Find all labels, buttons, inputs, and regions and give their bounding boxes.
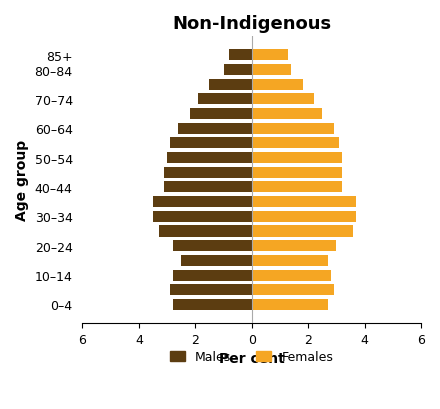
X-axis label: Per cent: Per cent xyxy=(219,351,285,365)
Bar xyxy=(178,124,252,135)
Bar xyxy=(252,255,328,266)
Bar xyxy=(164,182,252,193)
Bar xyxy=(173,240,252,252)
Bar xyxy=(167,153,252,164)
Bar xyxy=(164,167,252,178)
Bar xyxy=(252,211,356,222)
Bar xyxy=(170,285,252,295)
Bar xyxy=(252,197,356,208)
Title: Non-Indigenous: Non-Indigenous xyxy=(172,15,331,33)
Bar xyxy=(173,270,252,281)
Bar xyxy=(153,211,252,222)
Bar xyxy=(252,285,334,295)
Bar xyxy=(252,65,291,76)
Bar xyxy=(252,226,353,237)
Bar xyxy=(252,109,322,120)
Legend: Males, Females: Males, Females xyxy=(165,346,338,369)
Y-axis label: Age group: Age group xyxy=(15,140,29,220)
Bar xyxy=(229,50,252,61)
Bar xyxy=(209,79,252,90)
Bar xyxy=(224,65,252,76)
Bar xyxy=(252,299,328,310)
Bar xyxy=(252,240,337,252)
Bar xyxy=(252,182,342,193)
Bar xyxy=(158,226,252,237)
Bar xyxy=(153,197,252,208)
Bar xyxy=(252,138,339,149)
Bar xyxy=(252,94,314,105)
Bar xyxy=(252,167,342,178)
Bar xyxy=(190,109,252,120)
Bar xyxy=(252,270,331,281)
Bar xyxy=(198,94,252,105)
Bar xyxy=(181,255,252,266)
Bar xyxy=(252,50,289,61)
Bar xyxy=(252,153,342,164)
Bar xyxy=(170,138,252,149)
Bar xyxy=(252,124,334,135)
Bar xyxy=(252,79,303,90)
Bar xyxy=(173,299,252,310)
